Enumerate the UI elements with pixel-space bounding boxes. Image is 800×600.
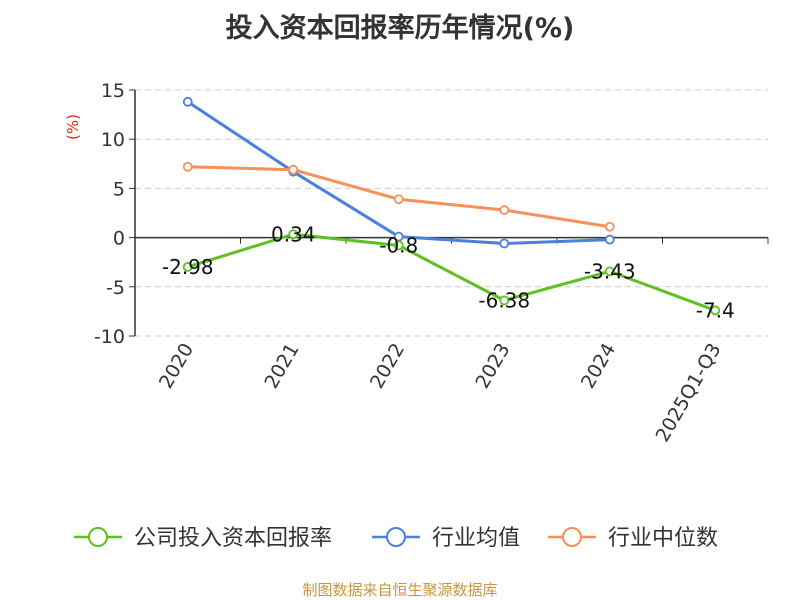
y-tick-label: 5 — [113, 178, 125, 200]
legend-label: 行业中位数 — [608, 526, 718, 551]
legend-item: 行业中位数 — [548, 526, 718, 551]
data-point — [182, 96, 193, 107]
data-point — [604, 234, 615, 245]
data-point — [499, 295, 510, 306]
legend-swatch-marker — [386, 527, 406, 547]
y-tick-label: 15 — [101, 80, 125, 102]
data-point — [393, 194, 404, 205]
legend-item: 行业均值 — [372, 526, 520, 551]
x-tick-label: 2020 — [155, 340, 198, 393]
data-point — [182, 161, 193, 172]
data-point — [288, 164, 299, 175]
x-tick-label: 2022 — [366, 340, 409, 393]
data-label: -0.8 — [379, 233, 418, 257]
legend-label: 公司投入资本回报率 — [134, 526, 332, 551]
chart-title: 投入资本回报率历年情况(%) — [225, 13, 575, 44]
data-label: -3.43 — [584, 259, 636, 283]
series-line — [186, 100, 610, 246]
data-point — [393, 240, 404, 251]
y-tick-label: -5 — [106, 277, 125, 299]
data-label: 0.34 — [271, 222, 316, 246]
data-point — [710, 305, 721, 316]
data-point — [182, 262, 193, 272]
data-point — [604, 221, 615, 232]
legend-label: 行业均值 — [432, 526, 520, 551]
legend-item: 公司投入资本回报率 — [74, 526, 332, 551]
legend-swatch-marker — [562, 527, 582, 547]
x-tick-label: 2023 — [471, 340, 514, 393]
data-label: -6.38 — [478, 288, 530, 312]
y-tick-label: 0 — [113, 228, 125, 250]
data-source-note: 制图数据来自恒生聚源数据库 — [302, 581, 498, 599]
y-tick-label: 10 — [101, 129, 125, 151]
data-label: -2.98 — [162, 255, 214, 279]
data-point — [499, 238, 510, 249]
data-point — [604, 266, 615, 277]
data-point — [499, 205, 510, 215]
x-tick-label: 2021 — [260, 340, 303, 393]
x-tick-label: 2025Q1-Q3 — [652, 340, 726, 446]
series-line — [187, 232, 716, 312]
data-label: -7.4 — [696, 298, 735, 322]
y-axis-label: (%) — [64, 114, 82, 140]
data-point — [288, 229, 299, 240]
y-tick-label: -10 — [94, 326, 125, 348]
x-tick-label: 2024 — [577, 340, 620, 393]
legend-swatch-marker — [88, 527, 108, 547]
